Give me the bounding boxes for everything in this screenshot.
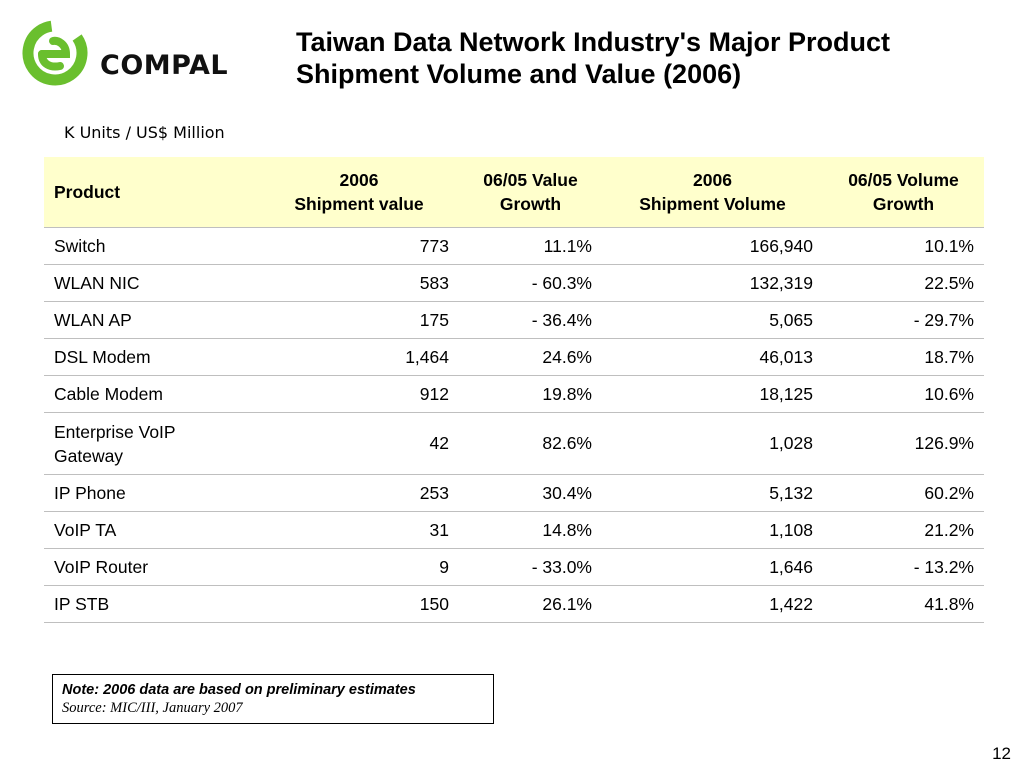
table-row: DSL Modem 1,464 24.6% 46,013 18.7%: [44, 338, 984, 376]
cell-shipment-volume: 5,132: [602, 474, 823, 512]
header-volume-growth-line-1: 06/05 Volume: [848, 170, 959, 190]
header-value-growth-line-1: 06/05 Value: [483, 170, 578, 190]
cell-product-line-1: Enterprise VoIP: [54, 421, 176, 442]
compal-logo: COMPAL: [22, 20, 232, 86]
header-product: Product: [44, 157, 259, 228]
table-row: Switch 773 11.1% 166,940 10.1%: [44, 227, 984, 265]
cell-value-growth: 30.4%: [459, 474, 602, 512]
header-shipment-value: 2006 Shipment value: [259, 157, 459, 228]
page-number: 12: [992, 744, 1011, 763]
cell-product: Switch: [44, 227, 259, 265]
table-row: Cable Modem 912 19.8% 18,125 10.6%: [44, 375, 984, 413]
cell-product: IP Phone: [44, 474, 259, 512]
table-row: VoIP TA 31 14.8% 1,108 21.2%: [44, 511, 984, 549]
compal-e-logo-icon: [22, 20, 88, 86]
shipment-table: Product 2006 Shipment value 06/05 Value …: [44, 157, 984, 623]
cell-shipment-value: 253: [259, 474, 459, 512]
units-label: K Units / US$ Million: [64, 123, 225, 142]
table-row: Enterprise VoIP Gateway 42 82.6% 1,028 1…: [44, 412, 984, 475]
cell-product: DSL Modem: [44, 338, 259, 376]
table-row: WLAN AP 175 - 36.4% 5,065 - 29.7%: [44, 301, 984, 339]
cell-shipment-volume: 1,646: [602, 548, 823, 586]
cell-shipment-value: 912: [259, 375, 459, 413]
header-shipment-volume-year: 2006: [693, 170, 732, 190]
header-volume-growth-line-2: Growth: [872, 194, 935, 214]
cell-shipment-volume: 132,319: [602, 264, 823, 302]
cell-shipment-value: 9: [259, 548, 459, 586]
cell-product: WLAN NIC: [44, 264, 259, 302]
cell-volume-growth: 126.9%: [823, 412, 984, 475]
cell-volume-growth: - 29.7%: [823, 301, 984, 339]
cell-volume-growth: 21.2%: [823, 511, 984, 549]
cell-volume-growth: 18.7%: [823, 338, 984, 376]
header-value-growth: 06/05 Value Growth: [459, 157, 602, 228]
cell-value-growth: 11.1%: [459, 227, 602, 265]
cell-value-growth: 26.1%: [459, 585, 602, 623]
cell-shipment-volume: 166,940: [602, 227, 823, 265]
cell-product-line-2: Gateway: [54, 445, 124, 466]
cell-volume-growth: 41.8%: [823, 585, 984, 623]
header-shipment-value-label: Shipment value: [294, 194, 424, 214]
header-volume-growth: 06/05 Volume Growth: [823, 157, 984, 228]
cell-shipment-value: 150: [259, 585, 459, 623]
cell-value-growth: 82.6%: [459, 412, 602, 475]
cell-shipment-value: 175: [259, 301, 459, 339]
cell-value-growth: - 36.4%: [459, 301, 602, 339]
table-row: IP STB 150 26.1% 1,422 41.8%: [44, 585, 984, 623]
cell-value-growth: 14.8%: [459, 511, 602, 549]
cell-product: IP STB: [44, 585, 259, 623]
cell-value-growth: - 60.3%: [459, 264, 602, 302]
cell-product: Cable Modem: [44, 375, 259, 413]
cell-volume-growth: 22.5%: [823, 264, 984, 302]
cell-product: VoIP Router: [44, 548, 259, 586]
cell-shipment-volume: 18,125: [602, 375, 823, 413]
cell-shipment-value: 42: [259, 412, 459, 475]
slide-title-line-2: Shipment Volume and Value (2006): [296, 59, 742, 89]
slide-title-line-1: Taiwan Data Network Industry's Major Pro…: [296, 27, 891, 57]
header-shipment-volume-label: Shipment Volume: [639, 194, 786, 214]
cell-shipment-value: 583: [259, 264, 459, 302]
cell-volume-growth: - 13.2%: [823, 548, 984, 586]
cell-shipment-volume: 5,065: [602, 301, 823, 339]
header-shipment-value-year: 2006: [339, 170, 379, 190]
cell-shipment-volume: 1,028: [602, 412, 823, 475]
cell-value-growth: 19.8%: [459, 375, 602, 413]
cell-volume-growth: 60.2%: [823, 474, 984, 512]
cell-product: VoIP TA: [44, 511, 259, 549]
table-row: WLAN NIC 583 - 60.3% 132,319 22.5%: [44, 264, 984, 302]
table-row: IP Phone 253 30.4% 5,132 60.2%: [44, 474, 984, 512]
cell-volume-growth: 10.1%: [823, 227, 984, 265]
cell-shipment-volume: 1,422: [602, 585, 823, 623]
note-text: Note: 2006 data are based on preliminary…: [62, 682, 416, 698]
compal-logo-text: COMPAL: [100, 50, 229, 81]
header-value-growth-line-2: Growth: [499, 194, 562, 214]
note-box: Note: 2006 data are based on preliminary…: [52, 674, 494, 724]
cell-product: WLAN AP: [44, 301, 259, 339]
cell-shipment-volume: 1,108: [602, 511, 823, 549]
cell-value-growth: - 33.0%: [459, 548, 602, 586]
cell-shipment-value: 1,464: [259, 338, 459, 376]
cell-product: Enterprise VoIP Gateway: [44, 412, 259, 475]
table-header-row: Product 2006 Shipment value 06/05 Value …: [44, 157, 984, 228]
cell-value-growth: 24.6%: [459, 338, 602, 376]
cell-shipment-value: 773: [259, 227, 459, 265]
header-shipment-volume: 2006 Shipment Volume: [602, 157, 823, 228]
cell-shipment-volume: 46,013: [602, 338, 823, 376]
table-row: VoIP Router 9 - 33.0% 1,646 - 13.2%: [44, 548, 984, 586]
source-text: Source: MIC/III, January 2007: [62, 700, 243, 716]
slide-title: Taiwan Data Network Industry's Major Pro…: [296, 26, 996, 90]
cell-shipment-value: 31: [259, 511, 459, 549]
cell-volume-growth: 10.6%: [823, 375, 984, 413]
